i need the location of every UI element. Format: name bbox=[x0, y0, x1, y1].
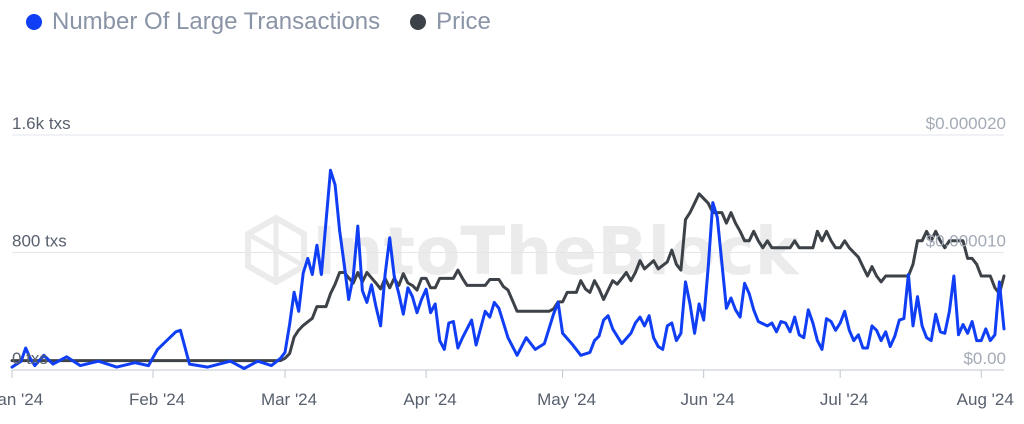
x-tick-label: Feb '24 bbox=[129, 390, 185, 409]
y-right-tick-label: $0.00 bbox=[963, 349, 1006, 368]
legend: Number Of Large Transactions Price bbox=[26, 8, 491, 36]
y-left-tick-label: 0 txs bbox=[12, 349, 48, 368]
x-axis: Jan '24 Feb '24 Mar '24 Apr '24 May '24 Jun '… bbox=[0, 370, 1014, 409]
x-tick-label: Mar '24 bbox=[261, 390, 317, 409]
price-line bbox=[10, 192, 1006, 363]
legend-label-price: Price bbox=[436, 8, 491, 35]
x-tick-label: May '24 bbox=[537, 390, 596, 409]
x-tick-label: Jun '24 bbox=[681, 390, 735, 409]
grid bbox=[12, 134, 1004, 371]
legend-label-transactions: Number Of Large Transactions bbox=[52, 8, 381, 35]
legend-item-transactions[interactable]: Number Of Large Transactions bbox=[26, 8, 380, 36]
y-axis-right: $0.00 $0.000010 $0.000020 bbox=[926, 114, 1006, 368]
legend-dot-price bbox=[410, 14, 427, 30]
y-right-tick-label: $0.000010 bbox=[926, 232, 1006, 251]
x-tick-label: Aug '24 bbox=[957, 390, 1014, 409]
legend-dot-transactions bbox=[26, 14, 42, 30]
legend-item-price[interactable]: Price bbox=[410, 8, 491, 36]
y-axis-left: 0 txs 800 txs 1.6k txs bbox=[12, 114, 71, 368]
price-series bbox=[10, 192, 1006, 363]
y-left-tick-label: 1.6k txs bbox=[12, 114, 71, 133]
y-right-tick-label: $0.000020 bbox=[926, 114, 1006, 133]
x-tick-label: Apr '24 bbox=[403, 390, 456, 409]
x-tick-label: Jan '24 bbox=[0, 390, 43, 409]
x-tick-label: Jul '24 bbox=[820, 390, 869, 409]
transactions-series bbox=[10, 168, 1006, 370]
transactions-line bbox=[10, 168, 1006, 370]
y-left-tick-label: 800 txs bbox=[12, 232, 67, 251]
